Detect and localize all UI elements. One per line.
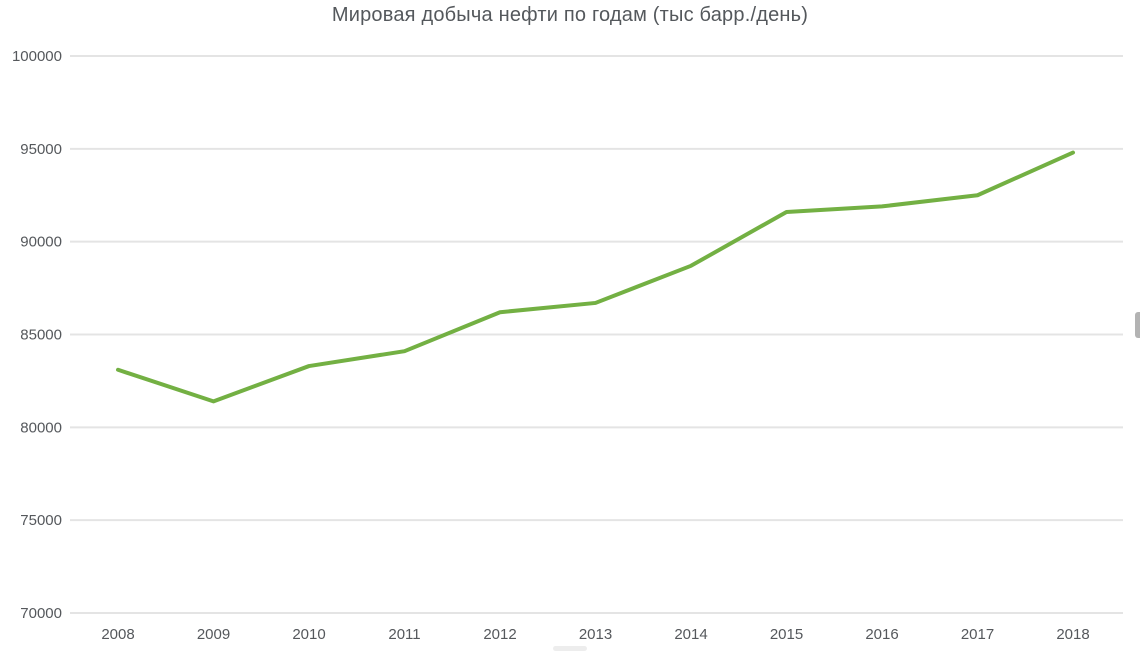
x-axis-tick-label: 2016 <box>865 626 898 643</box>
y-axis-tick-label: 90000 <box>20 234 62 251</box>
x-axis-tick-label: 2018 <box>1056 626 1089 643</box>
x-axis-tick-label: 2009 <box>197 626 230 643</box>
y-axis-tick-label: 95000 <box>20 141 62 158</box>
y-axis-tick-label: 70000 <box>20 605 62 622</box>
vertical-scrollbar-thumb[interactable] <box>1135 312 1140 338</box>
y-axis-tick-label: 85000 <box>20 327 62 344</box>
y-axis-tick-label: 100000 <box>12 48 62 65</box>
y-axis-tick-label: 80000 <box>20 419 62 436</box>
x-axis-tick-label: 2015 <box>770 626 803 643</box>
x-axis-tick-label: 2011 <box>388 626 420 643</box>
bottom-smudge <box>553 646 587 651</box>
x-axis-tick-label: 2010 <box>292 626 325 643</box>
x-axis-tick-label: 2013 <box>579 626 612 643</box>
chart-title: Мировая добыча нефти по годам (тыс барр.… <box>331 4 809 26</box>
data-series-line <box>116 150 1075 404</box>
x-axis-tick-label: 2017 <box>961 626 994 643</box>
x-axis-tick-label: 2008 <box>101 626 134 643</box>
x-axis-tick-label: 2014 <box>674 626 707 643</box>
y-axis-tick-label: 75000 <box>20 512 62 529</box>
x-axis-tick-label: 2012 <box>483 626 516 643</box>
